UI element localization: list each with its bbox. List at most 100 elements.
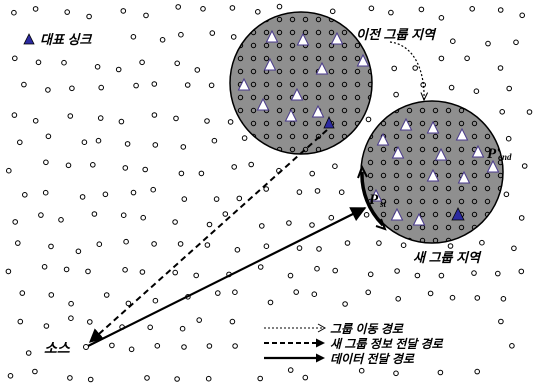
sensor-node — [521, 163, 528, 169]
p-st-subscript: st — [379, 199, 387, 209]
sensor-node — [518, 268, 525, 275]
path-legend: 그룹 이동 경로 새 그룹 정보 전달 경로 데이터 전달 경로 — [264, 322, 444, 366]
sensor-node — [130, 189, 137, 196]
sensor-node — [329, 8, 336, 15]
sensor-node — [103, 292, 110, 298]
new-group-region — [360, 100, 504, 244]
sensor-node — [181, 196, 188, 202]
sensor-node — [314, 265, 320, 272]
group-sink-icon — [376, 132, 390, 146]
sensor-node — [43, 159, 49, 166]
group-sink-icon — [369, 188, 383, 202]
sensor-node — [391, 65, 398, 72]
sensor-node — [232, 289, 238, 296]
sensor-node — [497, 65, 504, 71]
sensor-node — [447, 243, 454, 249]
sensor-node — [154, 343, 161, 349]
sensor-node — [511, 245, 517, 252]
sensor-node — [257, 375, 264, 382]
sensor-node — [316, 246, 322, 252]
sensor-node — [122, 267, 128, 273]
sensor-node — [45, 133, 52, 140]
sensor-node — [505, 135, 512, 142]
sensor-node — [139, 269, 146, 275]
sensor-node — [438, 272, 445, 279]
sensor-node — [254, 9, 261, 15]
group-sink-icon — [263, 57, 277, 71]
sensor-node — [414, 272, 421, 279]
sensor-node — [200, 6, 206, 12]
new-representative-sink-icon — [451, 207, 465, 221]
source-label: 소스 — [44, 340, 71, 356]
sensor-node — [11, 112, 18, 118]
sensor-node — [115, 66, 122, 73]
sensor-node — [474, 368, 481, 375]
sensor-node — [194, 67, 201, 73]
sensor-node — [363, 212, 370, 218]
sensor-node — [152, 142, 159, 148]
sensor-node — [178, 170, 185, 177]
sensor-node — [151, 112, 158, 118]
sensor-node — [65, 162, 72, 169]
sensor-node — [257, 264, 264, 270]
sensor-node — [143, 12, 149, 19]
legend-sink-icon — [23, 33, 35, 45]
sensor-node — [97, 115, 104, 121]
group-sink-icon — [284, 108, 298, 122]
sensor-node — [328, 214, 335, 221]
sensor-node — [151, 81, 158, 87]
sensor-node — [448, 84, 455, 91]
sensor-node — [267, 299, 274, 306]
sensor-node — [61, 59, 67, 66]
group-sink-icon — [412, 212, 426, 226]
sensor-node — [509, 343, 515, 349]
sensor-node — [181, 344, 187, 350]
sensor-node — [140, 214, 146, 221]
sensor-node — [79, 194, 86, 200]
group-sink-icon — [256, 97, 270, 111]
group-sink-icon — [265, 29, 279, 43]
sensor-node — [98, 84, 104, 91]
p-st-boundary-arc — [360, 171, 385, 227]
sensor-node — [205, 375, 212, 382]
sensor-node — [229, 5, 236, 11]
group-sink-icon — [311, 104, 325, 118]
sensor-node — [172, 219, 178, 225]
sensor-node — [449, 294, 456, 301]
sensor-node — [206, 343, 213, 349]
legend-sink-label: 대표 싱크 — [40, 32, 92, 47]
sensor-node — [309, 222, 315, 228]
group-move-path — [389, 41, 424, 100]
sensor-node — [174, 60, 180, 67]
sensor-node — [32, 368, 38, 375]
sensor-node — [11, 9, 17, 16]
sensor-node — [122, 165, 129, 171]
sensor-node — [469, 6, 476, 12]
sensor-node — [438, 55, 445, 62]
group-sink-icon — [399, 117, 413, 131]
legend-new-group-info-arrow-icon — [316, 338, 325, 348]
sensor-node — [229, 318, 236, 325]
group-sink-icon — [391, 145, 405, 159]
sensor-node — [17, 139, 23, 146]
sensor-node — [174, 376, 180, 382]
sensor-node — [287, 272, 294, 279]
sensor-node — [151, 241, 157, 247]
sensor-node — [95, 137, 102, 144]
sensor-node — [495, 270, 501, 277]
sensor-node — [120, 212, 127, 218]
group-sink-icon — [455, 127, 469, 141]
sensor-node — [215, 290, 221, 296]
sensor-node — [293, 289, 300, 295]
sensor-node — [139, 59, 145, 66]
sensor-node — [276, 3, 283, 10]
sensor-node — [427, 290, 434, 297]
sensor-node — [94, 64, 101, 70]
sensor-node — [500, 296, 507, 302]
sensor-node — [204, 118, 210, 124]
sensor-node — [412, 65, 419, 71]
sensor-node — [338, 189, 345, 195]
group-sink-icon — [471, 144, 485, 158]
sensor-node — [479, 239, 485, 246]
sensor-node — [519, 12, 526, 19]
